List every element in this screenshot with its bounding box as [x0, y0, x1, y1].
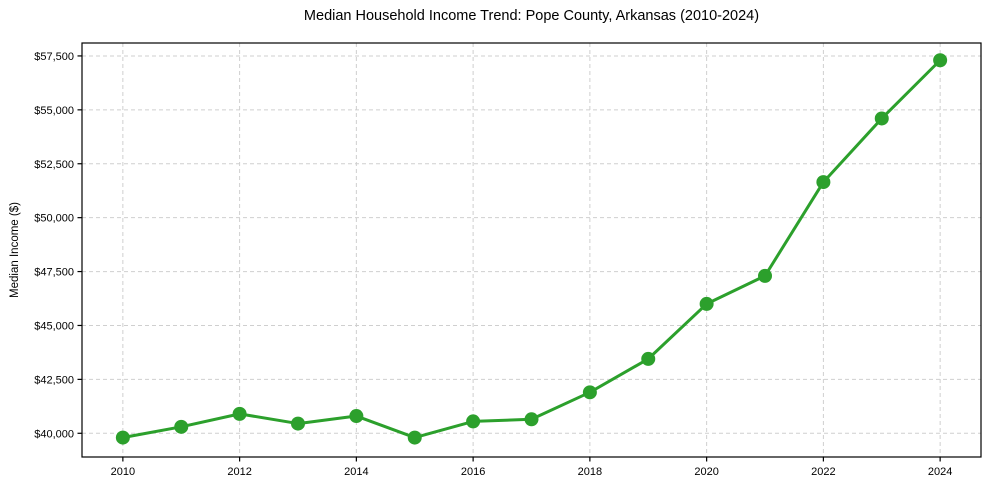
y-tick-label: $45,000	[34, 320, 74, 332]
y-tick-label: $55,000	[34, 105, 74, 117]
y-tick-label: $40,000	[34, 428, 74, 440]
x-tick-label: 2018	[578, 466, 602, 478]
data-point-2018	[582, 385, 597, 400]
y-tick-label: $42,500	[34, 374, 74, 386]
data-point-2015	[407, 430, 422, 445]
data-point-2016	[466, 414, 481, 429]
plot-border	[81, 42, 982, 458]
data-point-2017	[524, 412, 539, 427]
data-point-2012	[232, 406, 247, 421]
x-tick-label: 2010	[111, 466, 135, 478]
data-point-2013	[290, 416, 305, 431]
y-axis-label: Median Income ($)	[9, 202, 21, 298]
data-point-2024	[933, 53, 948, 68]
data-point-2010	[115, 430, 130, 445]
data-point-2021	[758, 268, 773, 283]
y-tick-label: $52,500	[34, 159, 74, 171]
data-point-2019	[641, 351, 656, 366]
series-line	[121, 58, 942, 440]
chart-title: Median Household Income Trend: Pope Coun…	[303, 8, 760, 24]
x-tick-label: 2022	[811, 466, 835, 478]
x-tick-label: 2020	[694, 466, 718, 478]
y-tick-label: $50,000	[34, 213, 74, 225]
x-tick-label: 2016	[461, 466, 485, 478]
x-tick-label: 2012	[227, 466, 251, 478]
data-point-2020	[699, 296, 714, 311]
x-tick-label: 2014	[344, 466, 368, 478]
data-point-2014	[349, 409, 364, 424]
data-point-2022	[816, 175, 831, 190]
x-tick-label: 2024	[928, 466, 952, 478]
data-point-2011	[174, 419, 189, 434]
y-tick-label: $57,500	[34, 51, 74, 63]
data-point-2023	[874, 111, 889, 126]
y-tick-label: $47,500	[34, 267, 74, 279]
